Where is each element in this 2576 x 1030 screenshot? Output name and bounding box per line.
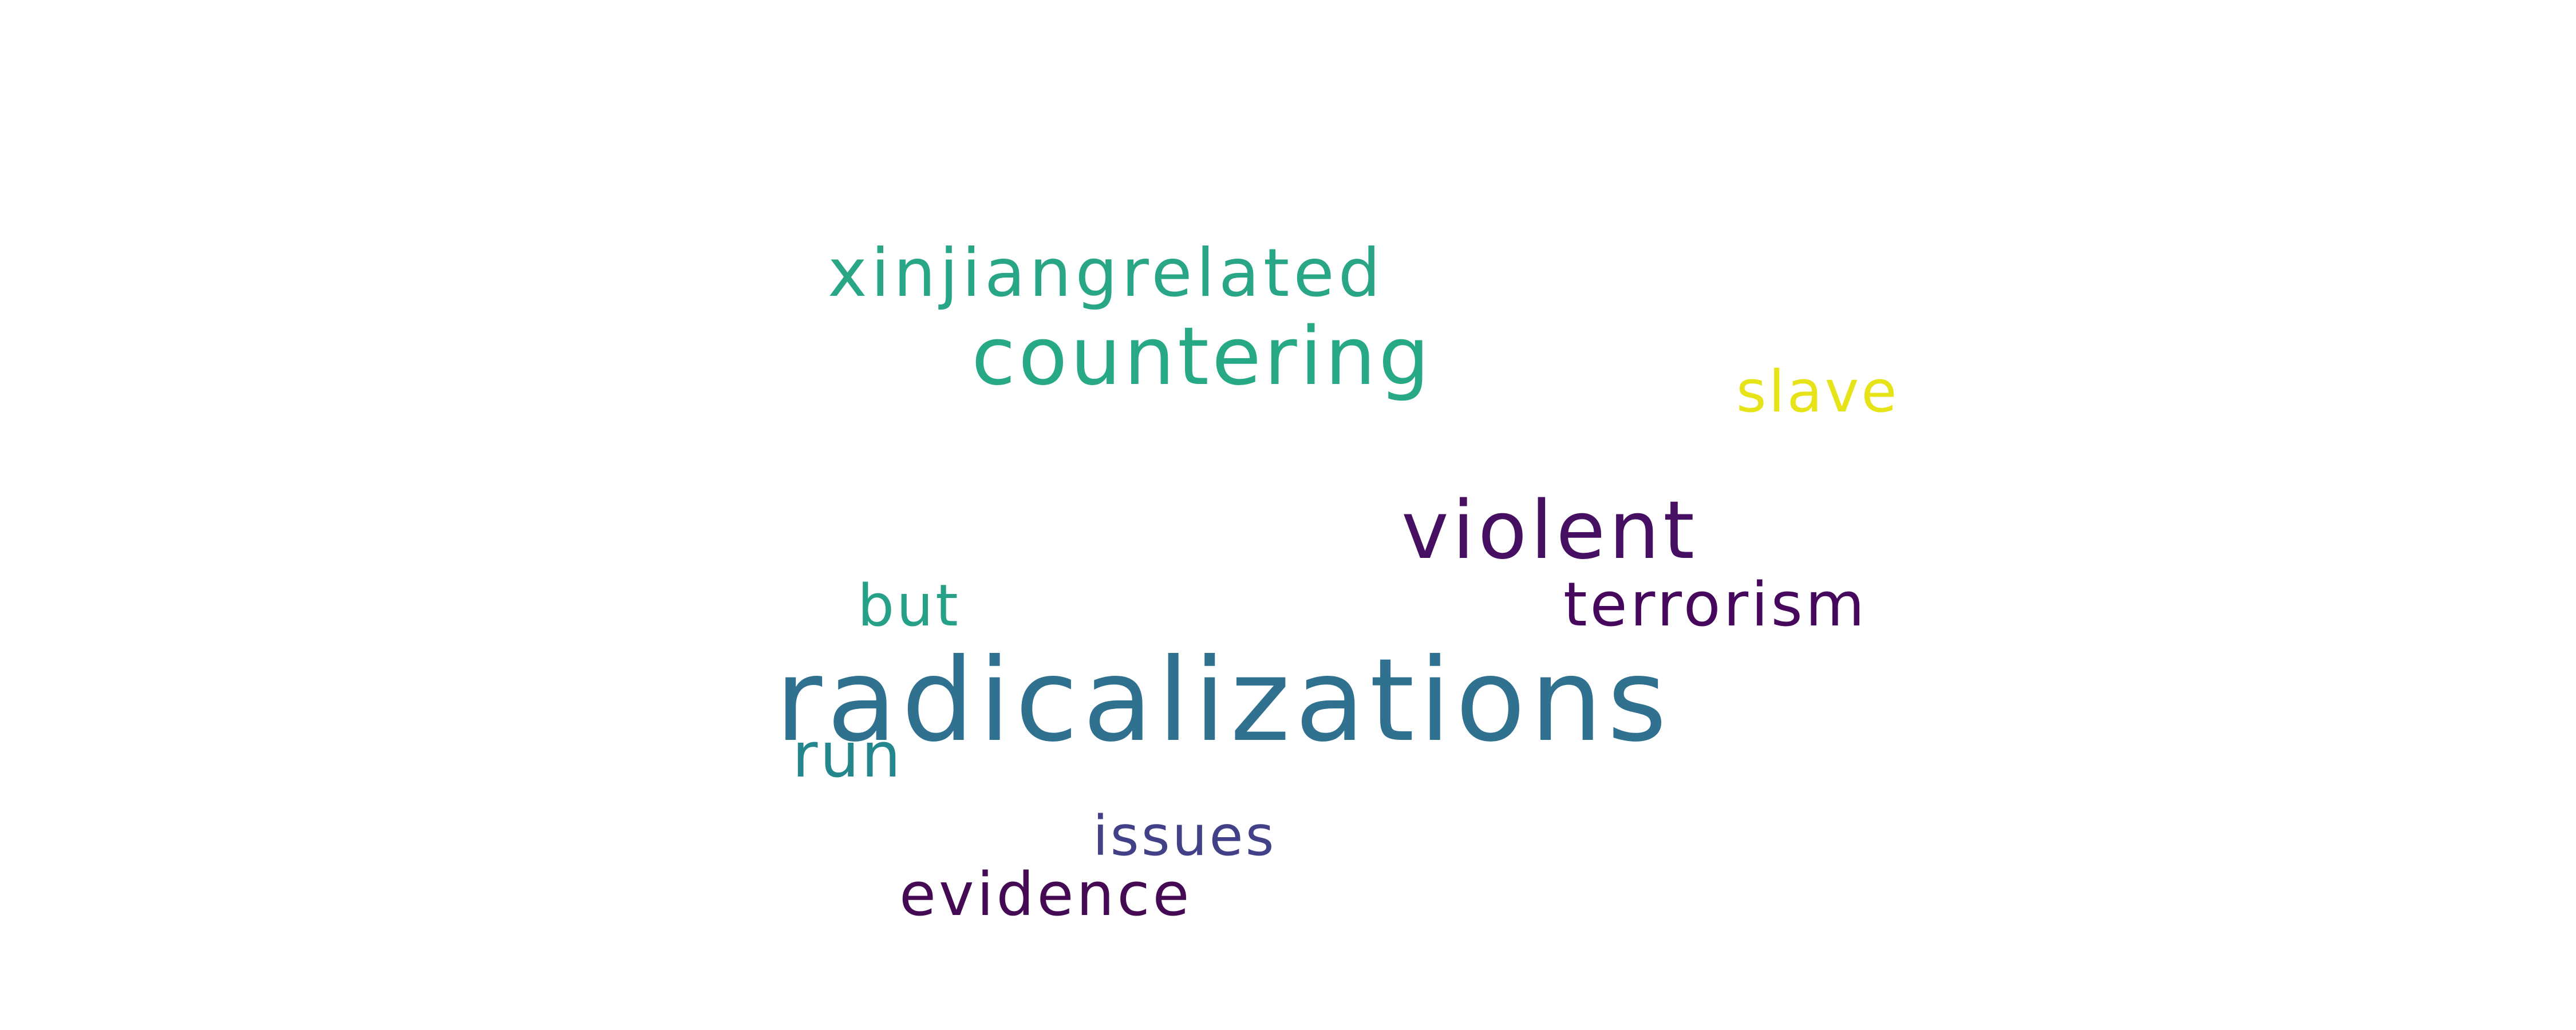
- word-evidence: evidence: [899, 859, 1192, 929]
- word-but: but: [858, 572, 961, 639]
- word-radicalizations: radicalizations: [775, 634, 1672, 767]
- word-issues: issues: [1093, 804, 1277, 868]
- word-run: run: [792, 720, 903, 791]
- word-slave: slave: [1736, 358, 1899, 425]
- word-terrorism: terrorism: [1563, 569, 1868, 640]
- word-xinjiangrelated: xinjiangrelated: [828, 235, 1385, 312]
- word-violent: violent: [1401, 484, 1698, 577]
- word-countering: countering: [971, 310, 1433, 403]
